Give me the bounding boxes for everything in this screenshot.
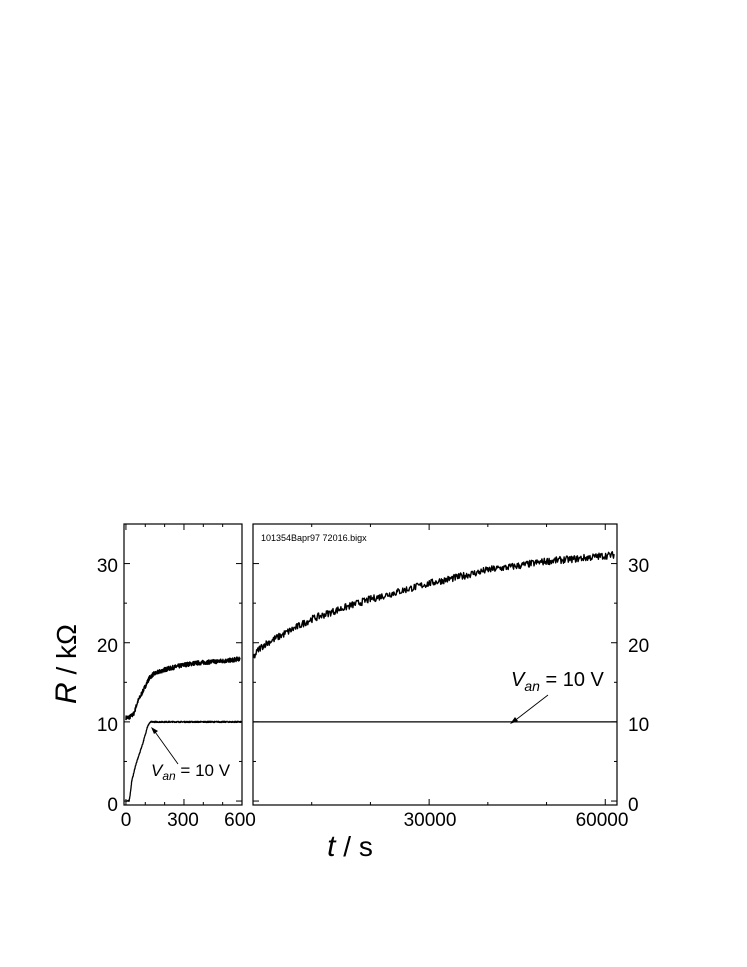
left-y-tick-label: 0 bbox=[107, 795, 118, 816]
right-annotation-arrowhead bbox=[510, 717, 518, 724]
left-annotation-symbol: V bbox=[151, 761, 164, 780]
right-plot-frame bbox=[252, 523, 618, 806]
left-y-tick-label: 10 bbox=[97, 715, 118, 736]
right-annotation-symbol: V bbox=[511, 669, 526, 691]
left-plot-frame bbox=[123, 523, 243, 806]
left-series-group bbox=[125, 656, 243, 803]
right-annotation-label: Van = 10 V bbox=[511, 669, 605, 694]
left-annotation-arrow-line bbox=[152, 728, 179, 765]
left-annotation-label: Van = 10 V bbox=[151, 761, 231, 783]
left-tick-labels: 0 10 20 30 0 300 600 bbox=[97, 556, 256, 831]
right-y-tick-label: 30 bbox=[628, 556, 649, 577]
right-panel: 101354Bapr97 72016.bigx 0 10 20 30 30000… bbox=[252, 523, 650, 831]
right-annotation-subscript: an bbox=[524, 678, 540, 694]
left-annotation-value: = 10 V bbox=[176, 761, 231, 780]
file-note: 101354Bapr97 72016.bigx bbox=[261, 533, 367, 543]
right-x-tick-label: 60000 bbox=[576, 810, 629, 831]
right-y-tick-label: 10 bbox=[628, 715, 649, 736]
x-axis-title: t / s bbox=[327, 830, 373, 863]
right-annotation: Van = 10 V bbox=[510, 669, 605, 724]
y-axis-unit: / kΩ bbox=[51, 624, 82, 682]
right-x-tick-label: 30000 bbox=[404, 810, 457, 831]
left-y-tick-label: 20 bbox=[97, 636, 118, 657]
left-x-tick-label: 600 bbox=[224, 810, 256, 831]
x-axis-symbol: t bbox=[327, 830, 337, 863]
resistance-trace bbox=[252, 551, 615, 659]
right-annotation-value: = 10 V bbox=[540, 669, 605, 691]
left-annotation-arrowhead bbox=[151, 727, 158, 734]
voltage-trace bbox=[125, 720, 243, 803]
right-y-tick-label: 0 bbox=[628, 795, 639, 816]
right-tick-labels: 0 10 20 30 30000 60000 bbox=[404, 556, 650, 831]
left-annotation: Van = 10 V bbox=[151, 727, 231, 783]
y-axis-symbol: R bbox=[50, 682, 83, 704]
y-axis-title: R / kΩ bbox=[50, 624, 83, 704]
left-y-tick-label: 30 bbox=[97, 556, 118, 577]
left-panel: 0 10 20 30 0 300 600 Van = 10 V bbox=[97, 523, 256, 831]
left-annotation-subscript: an bbox=[162, 769, 176, 783]
left-x-tick-label: 300 bbox=[167, 810, 199, 831]
resistance-trace bbox=[125, 656, 241, 721]
right-ticks bbox=[253, 523, 617, 805]
right-series-group bbox=[252, 551, 617, 723]
right-y-tick-label: 20 bbox=[628, 636, 649, 657]
x-axis-unit: / s bbox=[336, 831, 373, 862]
right-annotation-arrow-line bbox=[512, 694, 549, 723]
left-x-tick-label: 0 bbox=[121, 810, 132, 831]
